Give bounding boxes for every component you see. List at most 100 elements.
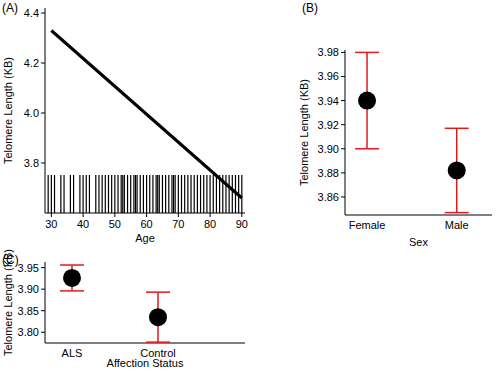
rug-tick xyxy=(159,175,160,213)
y-tick xyxy=(341,124,345,125)
y-tick-label: 3.90 xyxy=(318,143,339,155)
rug-tick xyxy=(173,175,174,213)
rug-tick xyxy=(60,175,61,213)
point xyxy=(448,161,466,179)
y-axis-label: Telomere Length (KB) xyxy=(2,249,14,356)
x-tick-label: 80 xyxy=(204,218,216,230)
rug-tick xyxy=(194,175,195,213)
rug-tick xyxy=(216,175,217,213)
panel-title: (B) xyxy=(302,1,318,15)
rug-tick xyxy=(241,175,242,213)
x-tick-label: 30 xyxy=(45,218,57,230)
rug-tick xyxy=(200,175,201,213)
error-cap xyxy=(146,341,170,343)
error-cap xyxy=(355,148,379,150)
y-tick-label: 3.95 xyxy=(18,262,39,274)
y-axis-label: Telomere Length (KB) xyxy=(298,79,310,186)
rug-tick xyxy=(232,175,233,213)
x-tick-label: 90 xyxy=(236,218,248,230)
rug-tick xyxy=(206,175,207,213)
plot-area xyxy=(355,52,469,212)
rug-tick xyxy=(203,175,204,213)
rug-tick xyxy=(229,175,230,213)
rug-tick xyxy=(135,175,136,213)
error-cap xyxy=(146,291,170,293)
rug-tick xyxy=(133,175,134,213)
rug-tick xyxy=(79,175,80,213)
plot-area xyxy=(60,265,170,342)
regression-line xyxy=(51,31,241,199)
point xyxy=(63,269,81,287)
y-tick-label: 3.85 xyxy=(18,305,39,317)
rug-tick xyxy=(102,175,103,213)
rug-tick xyxy=(86,175,87,213)
rug-tick xyxy=(73,175,74,213)
y-tick xyxy=(341,196,345,197)
rug-tick xyxy=(136,175,137,213)
y-tick-label: 3.86 xyxy=(318,191,339,203)
rug-tick xyxy=(156,175,157,213)
rug-tick xyxy=(168,175,169,213)
plot-area xyxy=(48,31,242,214)
y-axis xyxy=(45,8,46,213)
y-axis-label: Telomere Length (KB) xyxy=(2,57,14,164)
figure: (A)3.84.04.24.4Telomere Length (KB)Age30… xyxy=(0,0,500,372)
rug-tick xyxy=(178,175,179,213)
rug-tick xyxy=(181,175,182,213)
x-tick-label: 60 xyxy=(140,218,152,230)
rug-tick xyxy=(162,175,163,213)
rug-tick xyxy=(157,175,158,213)
rug-tick xyxy=(114,175,115,213)
point xyxy=(358,92,376,110)
rug-tick xyxy=(108,175,109,213)
x-axis xyxy=(45,213,245,214)
error-bar xyxy=(445,128,469,212)
panel: (C)3.803.853.903.95Telomere Length (KB)A… xyxy=(2,249,245,369)
x-tick-label: Male xyxy=(445,219,469,231)
rug-tick xyxy=(95,175,96,213)
y-tick-label: 3.94 xyxy=(318,95,339,107)
x-axis xyxy=(345,215,492,216)
rug-tick xyxy=(175,175,176,213)
y-axis xyxy=(345,50,346,215)
panel: (B)3.863.883.903.923.943.963.98Telomere … xyxy=(298,1,492,248)
rug-tick xyxy=(165,175,166,213)
error-cap xyxy=(445,212,469,214)
x-tick-label: 50 xyxy=(109,218,121,230)
x-tick xyxy=(51,213,52,217)
y-tick xyxy=(341,148,345,149)
y-tick xyxy=(341,52,345,53)
x-tick-label: 40 xyxy=(77,218,89,230)
x-tick xyxy=(83,213,84,217)
error-bar xyxy=(355,52,379,148)
y-tick xyxy=(41,113,45,114)
panel-title: (A) xyxy=(2,1,18,15)
rug-tick xyxy=(51,175,52,213)
x-axis xyxy=(45,343,245,344)
error-cap xyxy=(445,128,469,130)
y-tick xyxy=(41,267,45,268)
y-tick-label: 3.92 xyxy=(318,119,339,131)
y-tick-label: 3.96 xyxy=(318,70,339,82)
y-tick xyxy=(41,13,45,14)
y-tick xyxy=(41,310,45,311)
point xyxy=(149,308,167,326)
error-cap xyxy=(60,264,84,266)
error-bar xyxy=(146,292,170,342)
y-tick-label: 4.4 xyxy=(24,7,39,19)
y-tick xyxy=(41,332,45,333)
rug-tick xyxy=(190,175,191,213)
rug-tick xyxy=(140,175,141,213)
y-tick xyxy=(341,100,345,101)
rug-tick xyxy=(121,175,122,213)
error-cap xyxy=(60,290,84,292)
rug-tick xyxy=(225,175,226,213)
x-tick xyxy=(210,213,211,217)
rug-tick xyxy=(117,175,118,213)
x-tick xyxy=(146,213,147,217)
x-tick xyxy=(114,213,115,217)
x-tick xyxy=(178,213,179,217)
y-axis xyxy=(45,262,46,343)
x-tick-label: Control xyxy=(140,347,175,359)
y-tick-label: 4.2 xyxy=(24,57,39,69)
